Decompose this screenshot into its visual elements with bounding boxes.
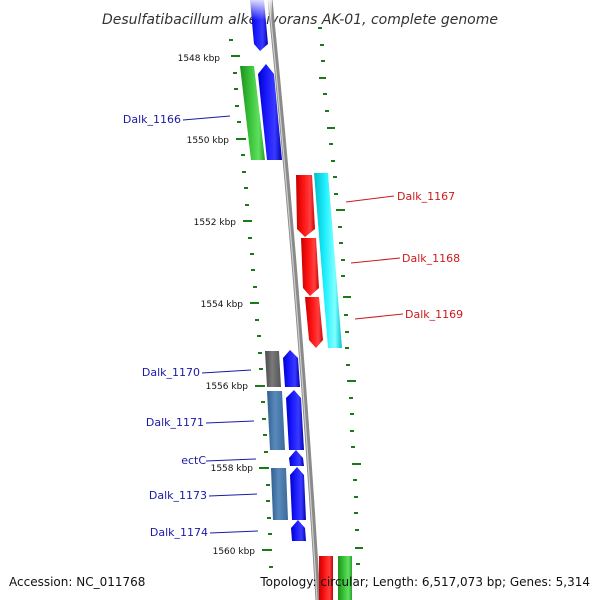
map-title: Desulfatibacillum alkenivorans AK-01, co…	[102, 12, 498, 28]
gene-dalk-1173-gene-bar	[271, 468, 288, 520]
leader-line-ectc	[205, 458, 257, 462]
gene-label-dalk-1167[interactable]: Dalk_1167	[397, 190, 455, 203]
sequence-backbone-highlight	[268, 0, 318, 600]
kbp-label: 1554 kbp	[201, 300, 244, 310]
gene-dalk-1174[interactable]	[291, 520, 306, 541]
gene-dalk-1171-gene-bar	[267, 391, 285, 450]
gene-dalk-1174-cds-arrow	[291, 520, 306, 541]
kbp-label: 1552 kbp	[194, 218, 237, 228]
gene-dalk-1166[interactable]	[240, 64, 282, 160]
gene-dalk-1169[interactable]	[305, 297, 323, 348]
leader-line-dalk-1171	[205, 420, 255, 424]
gene-dalk-1170-gene-bar	[265, 351, 281, 387]
leader-line-dalk-1169	[354, 313, 404, 320]
gene-dalk-1166-gene-bar	[240, 66, 265, 160]
kbp-label: 1548 kbp	[178, 54, 221, 64]
left-tick-marks	[229, 39, 273, 568]
gene-dalk-1170-cds-arrow	[283, 350, 300, 387]
kbp-label: 1560 kbp	[213, 547, 256, 557]
forward-gene-bar[interactable]	[314, 173, 342, 348]
gene-label-dalk-1174[interactable]: Dalk_1174	[150, 526, 208, 539]
right-tick-marks	[318, 27, 363, 565]
gene-dalk-1173-cds-arrow	[290, 467, 306, 520]
gene-label-dalk-1170[interactable]: Dalk_1170	[142, 366, 200, 379]
leader-line-dalk-1166	[182, 115, 231, 121]
kbp-label: 1558 kbp	[211, 464, 254, 474]
leader-line-dalk-1167	[345, 195, 395, 203]
gene-ectc-cds-arrow	[289, 450, 304, 466]
gene-dalk-1173[interactable]	[271, 467, 306, 520]
leader-line-dalk-1173	[208, 493, 258, 497]
sequence-backbone	[267, 0, 321, 600]
gene-label-dalk-1171[interactable]: Dalk_1171	[146, 416, 204, 429]
leader-line-dalk-1170	[201, 369, 252, 374]
genome-summary-text: Topology: circular; Length: 6,517,073 bp…	[259, 575, 590, 589]
accession-text: Accession: NC_011768	[9, 575, 145, 589]
gene-dalk-1167[interactable]	[296, 175, 315, 237]
leader-line-dalk-1174	[209, 530, 259, 534]
gene-label-dalk-1168[interactable]: Dalk_1168	[402, 252, 460, 265]
gene-label-dalk-1173[interactable]: Dalk_1173	[149, 489, 207, 502]
gene-label-dalk-1169[interactable]: Dalk_1169	[405, 308, 463, 321]
gene-label-ectc[interactable]: ectC	[181, 454, 206, 467]
kbp-label: 1550 kbp	[187, 136, 230, 146]
gene-dalk-1168[interactable]	[301, 238, 319, 296]
gene-dalk-1166-cds-arrow	[258, 64, 282, 160]
gene-dalk-1171-cds-arrow	[286, 390, 304, 450]
gene-ectc[interactable]	[289, 450, 304, 466]
leader-line-dalk-1168	[350, 257, 401, 264]
gene-dalk-1170[interactable]	[265, 350, 300, 387]
gene-partial-bottom[interactable]	[319, 556, 352, 600]
kbp-label: 1556 kbp	[206, 382, 249, 392]
gene-partial-top[interactable]	[246, 0, 272, 51]
gene-dalk-1171[interactable]	[267, 390, 304, 450]
gene-label-dalk-1166[interactable]: Dalk_1166	[123, 113, 181, 126]
